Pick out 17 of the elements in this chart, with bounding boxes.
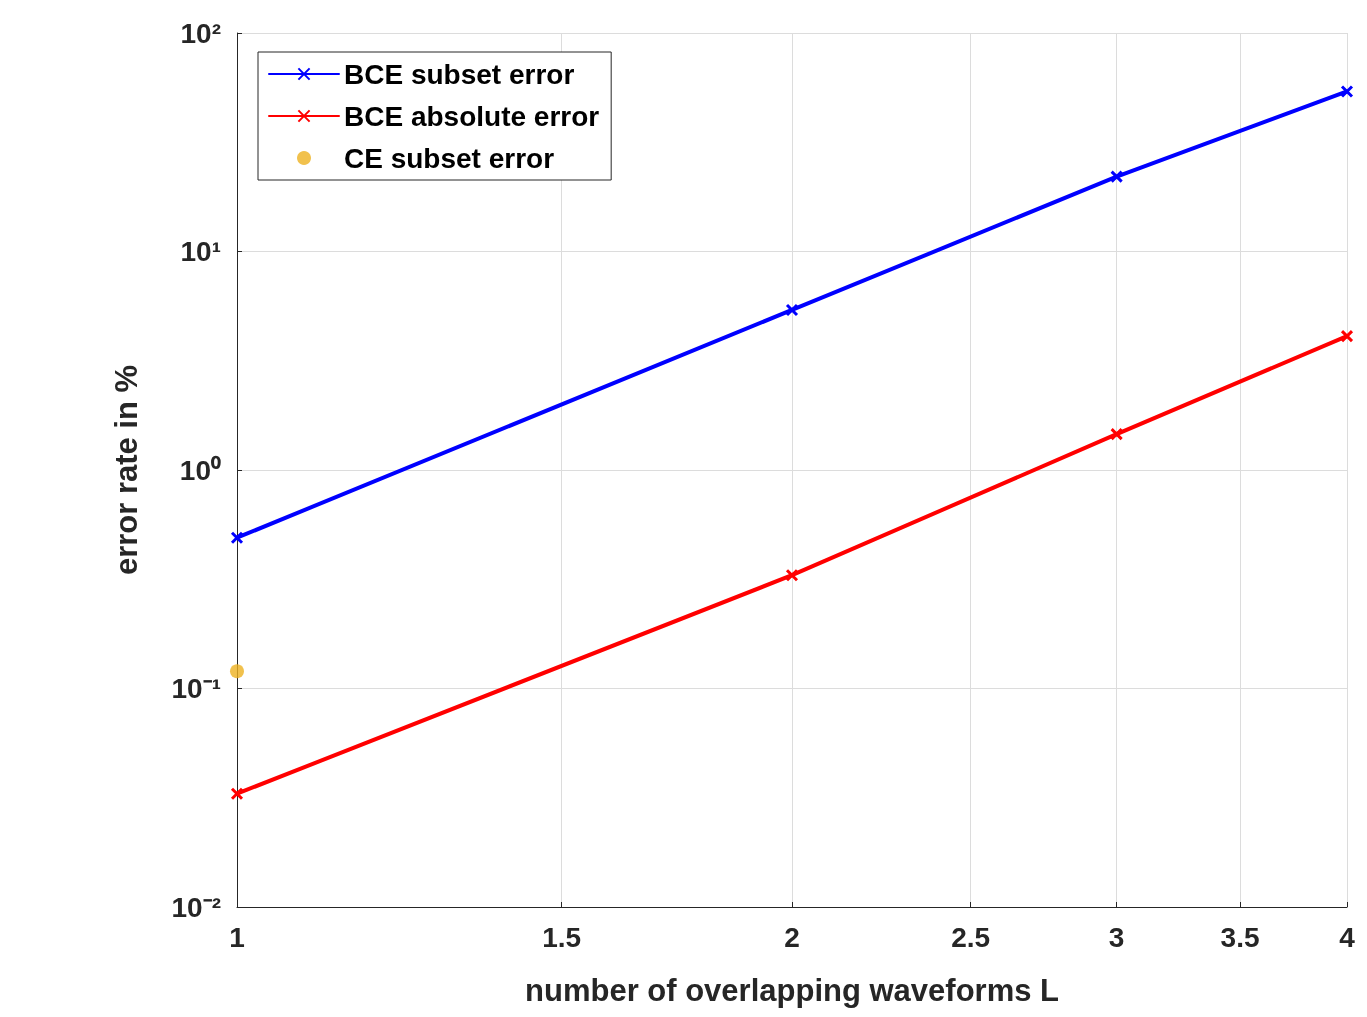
y-tick-label: 10⁻¹ xyxy=(171,673,221,704)
x-tick-label: 4 xyxy=(1339,921,1356,953)
x-axis-title: number of overlapping waveforms L xyxy=(525,973,1059,1008)
legend-label: BCE absolute error xyxy=(344,100,600,132)
y-axis-title: error rate in % xyxy=(109,364,144,576)
legend-label: CE subset error xyxy=(344,142,555,174)
legend-label: BCE subset error xyxy=(344,58,575,90)
x-tick-label: 1 xyxy=(229,921,245,953)
y-tick-label: 10⁻² xyxy=(171,891,221,923)
x-tick-label: 1.5 xyxy=(542,921,582,953)
x-tick-label: 2 xyxy=(784,921,800,953)
x-tick-label: 3.5 xyxy=(1220,921,1260,953)
y-tick-label: 10¹ xyxy=(180,236,221,267)
x-tick-label: 3 xyxy=(1108,921,1125,953)
y-tick-label: 10⁰ xyxy=(179,454,221,486)
x-tick-label: 2.5 xyxy=(951,921,991,953)
y-tick-label: 10² xyxy=(180,17,221,49)
